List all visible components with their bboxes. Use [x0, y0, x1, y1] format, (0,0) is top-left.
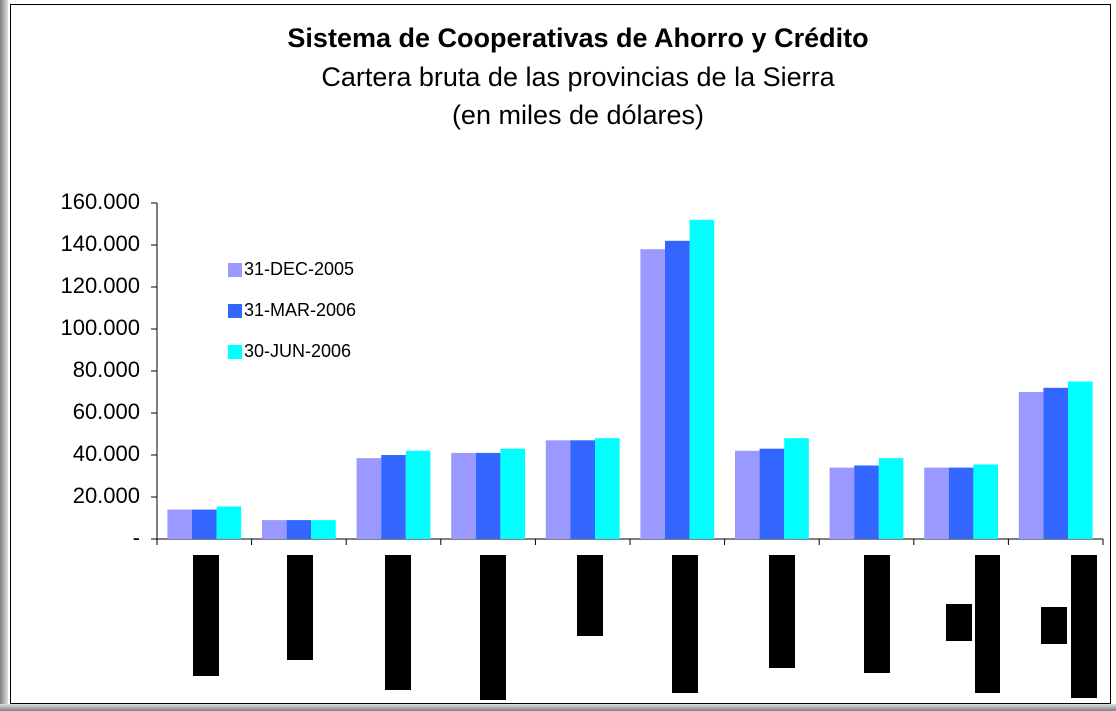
legend-swatch	[228, 263, 242, 277]
redaction	[193, 555, 219, 676]
legend-swatch	[228, 304, 242, 318]
bar	[286, 520, 312, 539]
bar	[1018, 392, 1044, 539]
redaction	[769, 555, 795, 668]
legend-label: 31-MAR-2006	[244, 300, 356, 320]
bar	[924, 467, 949, 539]
frame-edge	[0, 704, 1116, 711]
redacted-labels	[193, 555, 1097, 700]
chart-title: Sistema de Cooperativas de Ahorro y Créd…	[287, 23, 868, 53]
y-tick-label: -	[133, 525, 140, 550]
y-tick-label: 100.000	[60, 315, 140, 340]
y-tick-label: 20.000	[73, 483, 140, 508]
bar	[735, 450, 760, 539]
bar	[829, 467, 855, 539]
redaction	[672, 555, 698, 693]
redaction	[1041, 607, 1067, 644]
y-tick-label: 120.000	[60, 273, 140, 298]
redaction	[287, 555, 313, 660]
bar	[1067, 381, 1093, 539]
bar	[973, 464, 998, 539]
bar	[784, 438, 809, 539]
bar	[405, 450, 431, 539]
y-tick-label: 60.000	[73, 399, 140, 424]
y-tick-label: 40.000	[73, 441, 140, 466]
bar	[1043, 387, 1068, 539]
bar	[500, 448, 525, 539]
bar	[262, 520, 287, 539]
bar	[854, 465, 879, 539]
bar	[878, 458, 904, 539]
legend-swatch	[228, 345, 242, 359]
bar	[689, 219, 715, 540]
bar	[665, 240, 690, 540]
bar	[545, 440, 571, 539]
redaction	[1071, 555, 1097, 698]
redaction	[577, 555, 603, 636]
legend-label: 30-JUN-2006	[244, 341, 351, 361]
frame-edge	[0, 0, 8, 711]
bar	[381, 455, 406, 539]
bar	[311, 520, 336, 539]
redaction	[946, 604, 972, 641]
bar	[759, 448, 785, 539]
legend-label: 31-DEC-2005	[244, 259, 354, 279]
redaction	[385, 555, 411, 690]
y-tick-label: 80.000	[73, 357, 140, 382]
bar	[570, 440, 595, 539]
bar	[640, 249, 666, 539]
bar	[216, 506, 242, 539]
y-tick-label: 160.000	[60, 189, 140, 214]
bar	[356, 458, 382, 539]
redaction	[975, 555, 1000, 693]
chart-subtitle: (en miles de dólares)	[452, 100, 704, 130]
chart-subtitle: Cartera bruta de las provincias de la Si…	[321, 62, 835, 92]
bar	[451, 452, 476, 539]
bar	[192, 509, 217, 539]
bar	[594, 438, 620, 539]
y-tick-label: 140.000	[60, 231, 140, 256]
redaction	[480, 555, 506, 700]
bar	[167, 509, 193, 539]
bar	[475, 452, 501, 539]
bar	[948, 467, 974, 539]
redaction	[864, 555, 890, 673]
